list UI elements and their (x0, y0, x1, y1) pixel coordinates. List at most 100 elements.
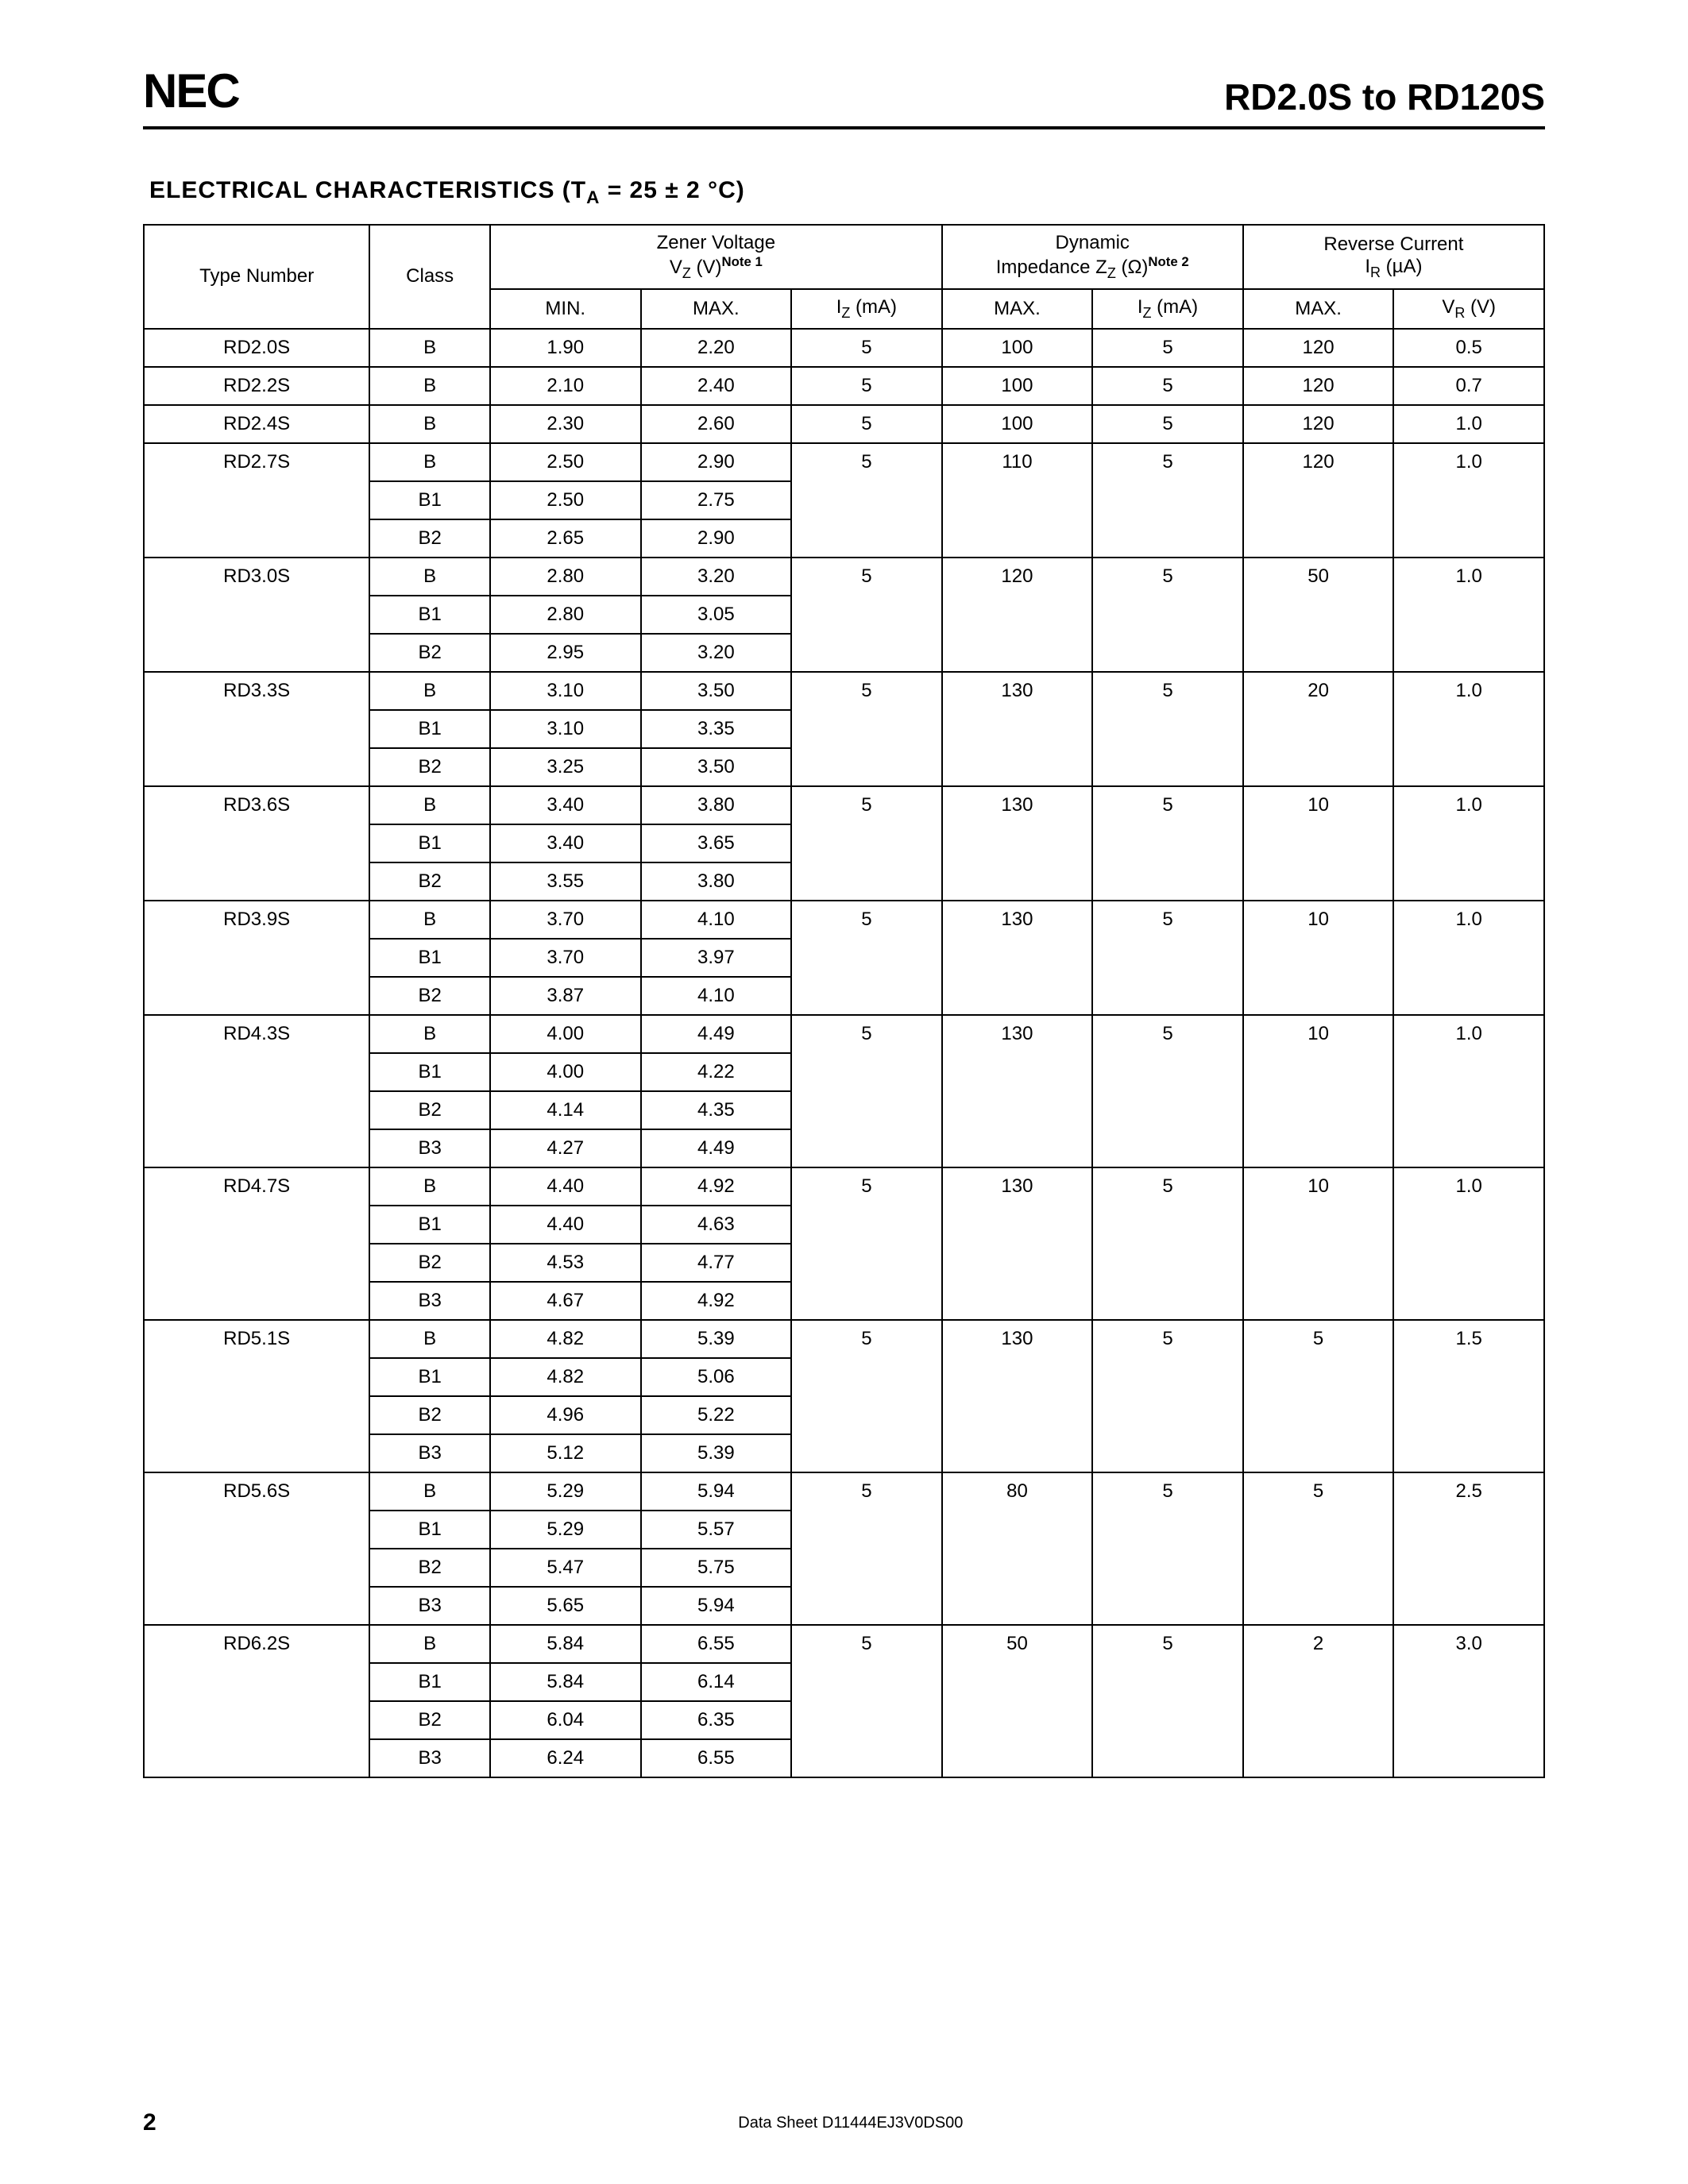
rev-l2b: (µA) (1381, 256, 1423, 277)
cell-class: B (369, 672, 490, 710)
cell-iz (791, 710, 942, 748)
zener-l2a: V (670, 257, 682, 278)
cell-max: 4.92 (641, 1167, 792, 1206)
cell-max: 2.90 (641, 443, 792, 481)
col-zz-iz: IZ (mA) (1092, 289, 1243, 329)
cell-min: 6.24 (490, 1739, 641, 1777)
cell-iz (791, 481, 942, 519)
cell-zzmax: 130 (942, 1320, 1093, 1358)
cell-class: B2 (369, 1091, 490, 1129)
cell-vr (1393, 596, 1544, 634)
cell-zzmax (942, 519, 1093, 558)
cell-min: 3.87 (490, 977, 641, 1015)
cell-class: B2 (369, 1549, 490, 1587)
header: NEC RD2.0S to RD120S (143, 64, 1545, 129)
cell-zziz: 5 (1092, 1320, 1243, 1358)
cell-vr (1393, 939, 1544, 977)
document-title: RD2.0S to RD120S (1224, 75, 1545, 118)
cell-vr: 2.5 (1393, 1472, 1544, 1511)
table-row: B24.144.35 (144, 1091, 1544, 1129)
cell-zzmax: 100 (942, 367, 1093, 405)
cell-vr (1393, 748, 1544, 786)
col-type-number: Type Number (144, 225, 369, 329)
cell-max: 4.35 (641, 1091, 792, 1129)
cell-irmax (1243, 481, 1394, 519)
cell-zziz (1092, 1701, 1243, 1739)
cell-zzmax (942, 1511, 1093, 1549)
cell-iz (791, 1358, 942, 1396)
col-max: MAX. (641, 289, 792, 329)
cell-zzmax (942, 1206, 1093, 1244)
cell-iz: 5 (791, 901, 942, 939)
cell-class: B1 (369, 481, 490, 519)
table-row: RD3.9SB3.704.1051305101.0 (144, 901, 1544, 939)
col-zener-group: Zener Voltage VZ (V)Note 1 (490, 225, 942, 289)
cell-zzmax (942, 1739, 1093, 1777)
cell-max: 4.49 (641, 1015, 792, 1053)
cell-iz: 5 (791, 1015, 942, 1053)
cell-zziz: 5 (1092, 405, 1243, 443)
cell-iz (791, 1282, 942, 1320)
cell-zzmax (942, 1396, 1093, 1434)
cell-irmax (1243, 1129, 1394, 1167)
cell-class: B1 (369, 710, 490, 748)
table-row: RD2.7SB2.502.90511051201.0 (144, 443, 1544, 481)
cell-type (144, 939, 369, 977)
cell-min: 5.29 (490, 1511, 641, 1549)
cell-vr (1393, 1663, 1544, 1701)
cell-iz: 5 (791, 1472, 942, 1511)
cell-zziz (1092, 1396, 1243, 1434)
cell-vr: 0.7 (1393, 367, 1544, 405)
cell-min: 5.29 (490, 1472, 641, 1511)
cell-type: RD5.6S (144, 1472, 369, 1511)
table-row: B13.103.35 (144, 710, 1544, 748)
cell-max: 3.35 (641, 710, 792, 748)
cell-type (144, 1091, 369, 1129)
cell-zzmax: 100 (942, 329, 1093, 367)
cell-zziz (1092, 1587, 1243, 1625)
cell-zziz (1092, 939, 1243, 977)
cell-type (144, 1663, 369, 1701)
cell-zzmax (942, 748, 1093, 786)
cell-iz: 5 (791, 405, 942, 443)
cell-iz (791, 1434, 942, 1472)
vr-sub: R (1454, 305, 1465, 321)
cell-min: 2.80 (490, 596, 641, 634)
cell-iz (791, 862, 942, 901)
cell-iz (791, 1396, 942, 1434)
cell-min: 4.82 (490, 1358, 641, 1396)
zener-l2b: (V) (691, 257, 722, 278)
cell-type (144, 596, 369, 634)
cell-type: RD2.7S (144, 443, 369, 481)
table-row: B34.274.49 (144, 1129, 1544, 1167)
cell-zzmax (942, 481, 1093, 519)
cell-vr (1393, 1434, 1544, 1472)
zziz-sym: I (1138, 296, 1143, 318)
cell-iz (791, 748, 942, 786)
footer: 2 Data Sheet D11444EJ3V0DS00 (143, 2109, 1545, 2136)
cell-class: B (369, 901, 490, 939)
cell-irmax (1243, 1587, 1394, 1625)
cell-zziz: 5 (1092, 443, 1243, 481)
cell-max: 5.39 (641, 1434, 792, 1472)
cell-zzmax: 110 (942, 443, 1093, 481)
cell-irmax (1243, 1701, 1394, 1739)
cell-zzmax (942, 824, 1093, 862)
cell-iz: 5 (791, 672, 942, 710)
cell-iz (791, 596, 942, 634)
zener-l2a-sub: Z (682, 265, 691, 281)
cell-min: 3.55 (490, 862, 641, 901)
cell-vr (1393, 1396, 1544, 1434)
cell-max: 6.35 (641, 1701, 792, 1739)
cell-zziz (1092, 1511, 1243, 1549)
cell-max: 3.05 (641, 596, 792, 634)
cell-irmax: 2 (1243, 1625, 1394, 1663)
cell-type (144, 824, 369, 862)
cell-vr (1393, 1091, 1544, 1129)
heading-text-prefix: ELECTRICAL CHARACTERISTICS (T (149, 177, 586, 203)
cell-zziz: 5 (1092, 1015, 1243, 1053)
zener-l1: Zener Voltage (657, 232, 775, 253)
cell-vr (1393, 1739, 1544, 1777)
cell-vr (1393, 1549, 1544, 1587)
rev-l2a-sub: R (1370, 264, 1381, 280)
